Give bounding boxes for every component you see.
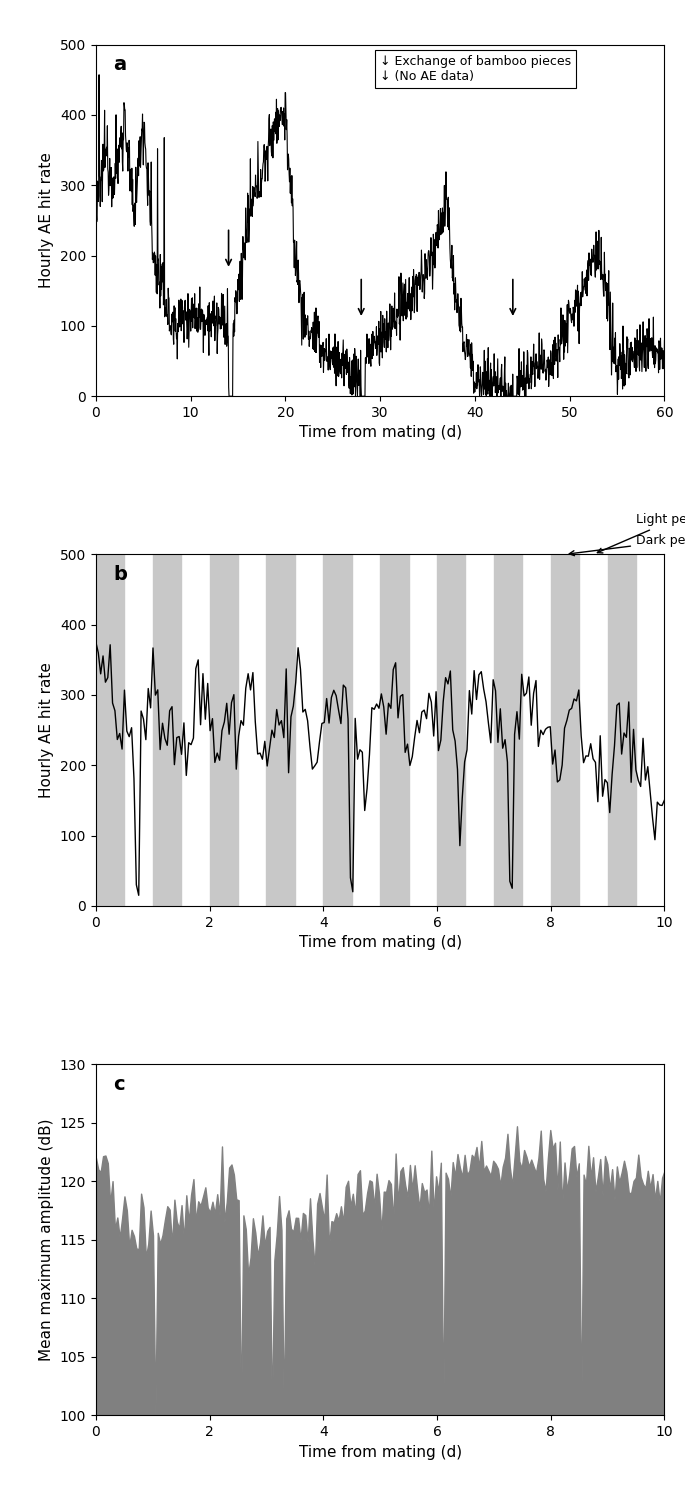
Bar [380, 554, 408, 906]
Bar [608, 554, 636, 906]
Bar [153, 554, 181, 906]
Text: ↓ Exchange of bamboo pieces
↓ (No AE data): ↓ Exchange of bamboo pieces ↓ (No AE dat… [380, 55, 571, 83]
Y-axis label: Mean maximum amplitude (dB): Mean maximum amplitude (dB) [39, 1119, 54, 1360]
Text: b: b [113, 565, 127, 584]
X-axis label: Time from mating (d): Time from mating (d) [299, 936, 462, 951]
Text: a: a [113, 55, 126, 74]
Bar [266, 554, 295, 906]
Bar [210, 554, 238, 906]
Text: Dark period: Dark period [569, 535, 685, 556]
Text: c: c [113, 1074, 125, 1094]
Y-axis label: Hourly AE hit rate: Hourly AE hit rate [39, 662, 54, 799]
X-axis label: Time from mating (d): Time from mating (d) [299, 426, 462, 441]
Text: Light period: Light period [597, 513, 685, 553]
Bar [494, 554, 522, 906]
Bar [437, 554, 465, 906]
Bar [96, 554, 125, 906]
Bar [323, 554, 352, 906]
Bar [551, 554, 579, 906]
Y-axis label: Hourly AE hit rate: Hourly AE hit rate [39, 152, 54, 289]
X-axis label: Time from mating (d): Time from mating (d) [299, 1445, 462, 1460]
